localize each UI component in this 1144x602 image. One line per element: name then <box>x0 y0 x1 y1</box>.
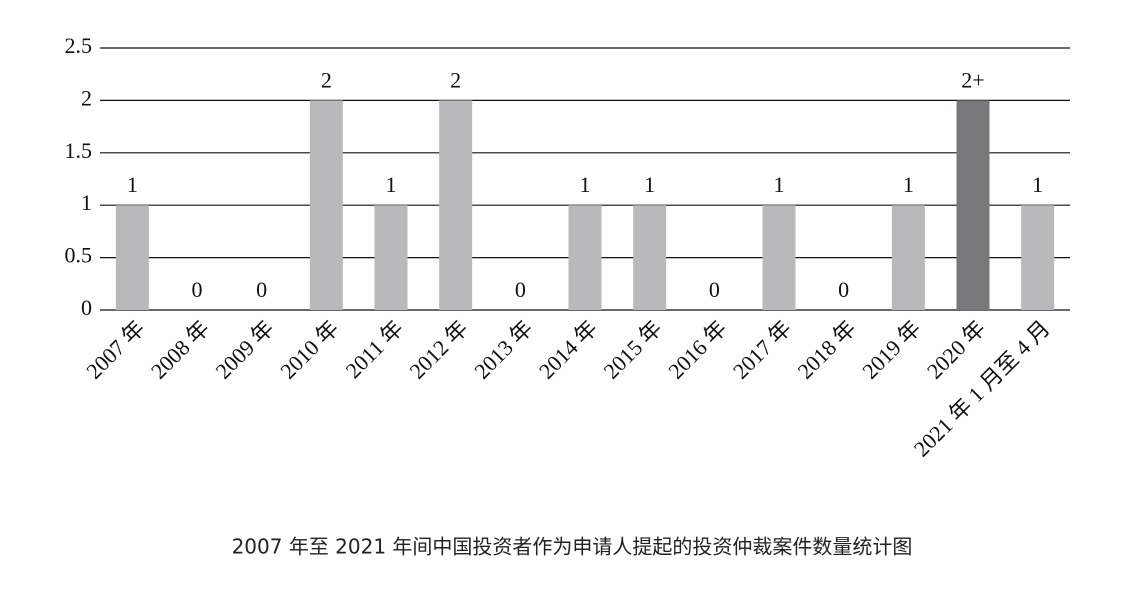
y-tick-label: 0.5 <box>65 243 93 268</box>
bar <box>1021 205 1055 310</box>
x-tick-label: 2016 年 <box>663 315 731 383</box>
x-tick-label: 2013 年 <box>469 315 537 383</box>
value-label: 2 <box>450 67 461 92</box>
y-tick-label: 2 <box>81 85 92 110</box>
x-tick-label: 2007 年 <box>81 315 149 383</box>
bar <box>568 205 602 310</box>
bar <box>633 205 667 310</box>
x-tick-label: 2015 年 <box>599 315 667 383</box>
x-tick-label: 2014 年 <box>534 315 602 383</box>
x-tick-label: 2008 年 <box>146 315 214 383</box>
x-tick-label: 2012 年 <box>405 315 473 383</box>
value-label: 2+ <box>961 67 984 92</box>
x-tick-label: 2017 年 <box>728 315 796 383</box>
bar <box>762 205 796 310</box>
bar <box>439 100 473 311</box>
value-label: 1 <box>644 172 655 197</box>
x-tick-label: 2010 年 <box>275 315 343 383</box>
value-label: 0 <box>709 277 720 302</box>
y-tick-label: 1.5 <box>65 138 93 163</box>
value-label: 2 <box>321 67 332 92</box>
value-label: 1 <box>903 172 914 197</box>
x-tick-label: 2011 年 <box>340 315 408 383</box>
value-label: 1 <box>774 172 785 197</box>
x-tick-label: 2019 年 <box>857 315 925 383</box>
value-label: 1 <box>580 172 591 197</box>
value-label: 0 <box>515 277 526 302</box>
y-tick-label: 0 <box>81 295 92 320</box>
value-label: 1 <box>127 172 138 197</box>
value-label: 1 <box>386 172 397 197</box>
x-tick-label: 2018 年 <box>793 315 861 383</box>
value-label: 1 <box>1032 172 1043 197</box>
y-tick-label: 1 <box>81 190 92 215</box>
bar <box>956 100 990 311</box>
bar <box>115 205 149 310</box>
value-label: 0 <box>256 277 267 302</box>
value-label: 0 <box>838 277 849 302</box>
y-tick-label: 2.5 <box>65 33 93 58</box>
bar <box>374 205 408 310</box>
x-tick-label: 2009 年 <box>211 315 279 383</box>
chart-title: 2007 年至 2021 年间中国投资者作为申请人提起的投资仲裁案件数量统计图 <box>232 535 913 559</box>
bar <box>309 100 343 311</box>
value-label: 0 <box>192 277 203 302</box>
bar <box>891 205 925 310</box>
